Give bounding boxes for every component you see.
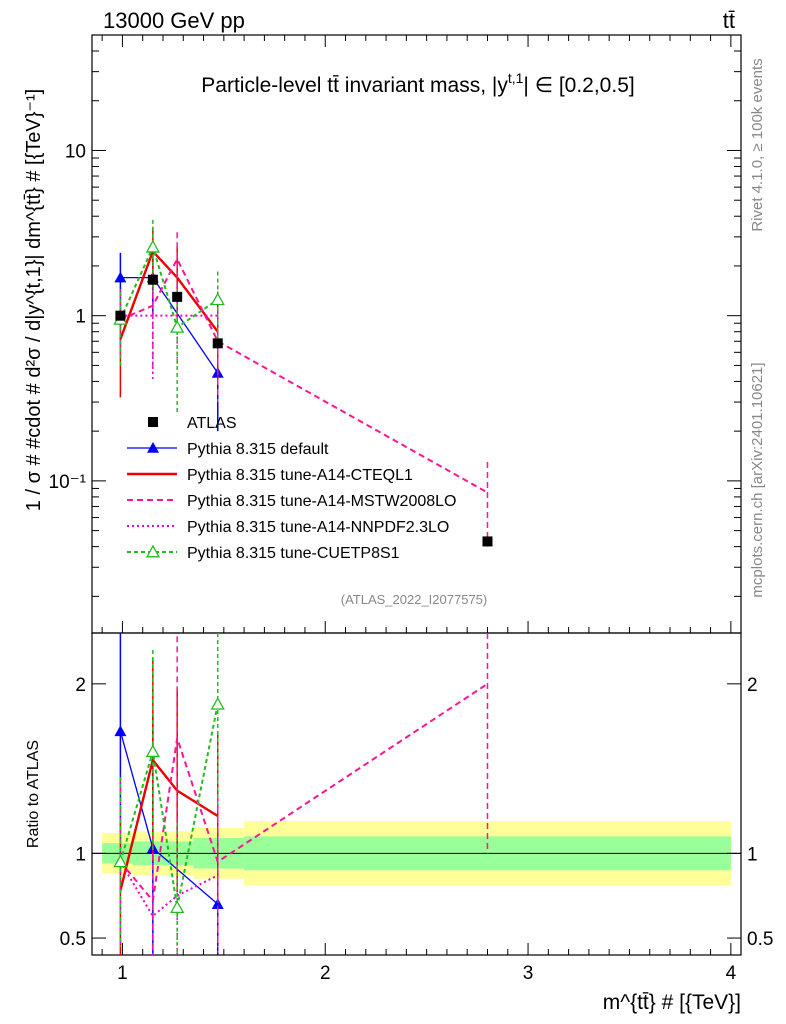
atlas-data-point-4 bbox=[482, 536, 493, 547]
y-tick-label-2: 10⁻¹ bbox=[49, 472, 87, 493]
y-axis-label: 1 / σ # #cdot # d²σ / d|y^{t,1}| dm^{tt̄… bbox=[23, 89, 45, 511]
main-plot-frame bbox=[91, 34, 742, 634]
atlas-data-point-1 bbox=[147, 274, 158, 285]
y-tick-label-0: 10 bbox=[65, 141, 86, 162]
ratio-tick-label-right-2: 0.5 bbox=[747, 929, 773, 950]
ratio-point-4-3 bbox=[210, 696, 225, 710]
ratio-tick-label-left-1: 1 bbox=[75, 844, 86, 865]
ratio-point-4-0 bbox=[113, 854, 128, 868]
header-left: 13000 GeV pp bbox=[103, 8, 245, 33]
ratio-plot-frame bbox=[91, 632, 742, 956]
axis-ticks: 1 2 3 4 10 1 10⁻¹ 2 2 1 1 0.5 0.5 bbox=[49, 35, 773, 984]
x-tick-label-1: 2 bbox=[320, 963, 331, 984]
legend-label-1: Pythia 8.315 default bbox=[187, 441, 329, 458]
ratio-line-4 bbox=[119, 703, 219, 908]
x-tick-label-2: 3 bbox=[523, 963, 534, 984]
legend-marker-1 bbox=[147, 442, 159, 453]
legend-label-2: Pythia 8.315 tune-A14-CTEQL1 bbox=[187, 467, 413, 484]
ratio-y-axis-label: Ratio to ATLAS bbox=[25, 740, 42, 848]
series-point-4-3 bbox=[210, 292, 225, 306]
legend-label-5: Pythia 8.315 tune-CUETP8S1 bbox=[187, 545, 400, 562]
series-line-1 bbox=[119, 249, 219, 340]
mcplots-label: mcplots.cern.ch [arXiv:2401.10621] bbox=[749, 362, 766, 597]
ratio-point-0-2 bbox=[211, 898, 224, 909]
series-line-0 bbox=[120, 276, 219, 374]
main-series-group bbox=[113, 219, 493, 547]
ratio-tick-label-left-2: 0.5 bbox=[60, 929, 86, 950]
ratio-uncertainty-bands bbox=[92, 821, 741, 886]
y-tick-label-1: 1 bbox=[75, 307, 86, 328]
legend-label-4: Pythia 8.315 tune-A14-NNPDF2.3LO bbox=[187, 519, 449, 536]
analysis-watermark: (ATLAS_2022_I2077575) bbox=[341, 592, 487, 607]
legend-label-0: ATLAS bbox=[187, 415, 237, 432]
legend-atlas-marker bbox=[148, 417, 158, 427]
plot-title: Particle-level tt̄ invariant mass, |yt,1… bbox=[201, 70, 634, 97]
ratio-series-group bbox=[113, 633, 489, 955]
atlas-data-point-3 bbox=[212, 338, 223, 349]
series-line-2 bbox=[120, 256, 488, 494]
rivet-version-label: Rivet 4.1.0, ≥ 100k events bbox=[749, 58, 766, 231]
legend-marker-5 bbox=[145, 544, 161, 558]
x-axis-label: m^{tt̄} # [{TeV}] bbox=[603, 991, 741, 1014]
legend: ATLAS Pythia 8.315 default Pythia 8.315 tu… bbox=[127, 415, 456, 562]
ratio-point-0-0 bbox=[114, 725, 127, 737]
ratio-tick-label-right-0: 2 bbox=[747, 675, 758, 696]
atlas-data-point-0 bbox=[115, 310, 126, 321]
x-tick-label-0: 1 bbox=[117, 963, 128, 984]
series-line-4 bbox=[119, 244, 219, 329]
ratio-tick-label-left-0: 2 bbox=[75, 675, 86, 696]
series-point-4-1 bbox=[145, 239, 160, 253]
ratio-point-4-2 bbox=[170, 900, 185, 913]
ratio-point-4-1 bbox=[145, 744, 160, 758]
series-point-4-2 bbox=[170, 319, 185, 333]
ratio-tick-label-right-1: 1 bbox=[747, 844, 758, 865]
series-point-0-0 bbox=[114, 271, 127, 283]
atlas-data-point-2 bbox=[172, 291, 183, 302]
legend-label-3: Pythia 8.315 tune-A14-MSTW2008LO bbox=[187, 493, 456, 510]
ratio-line-3 bbox=[119, 861, 219, 918]
x-tick-label-3: 4 bbox=[726, 963, 737, 984]
header-right: tt̄ bbox=[723, 8, 735, 33]
